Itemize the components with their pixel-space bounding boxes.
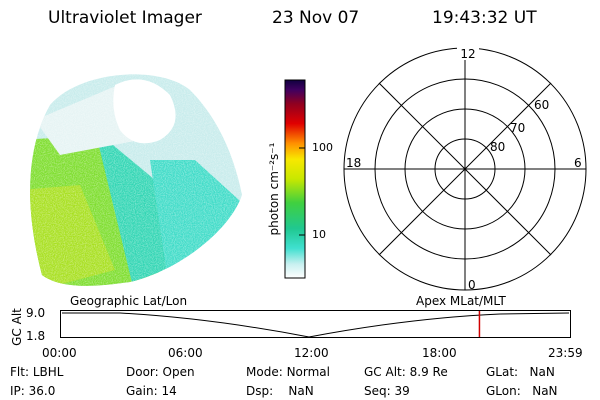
- hour-label-0: 0: [468, 278, 476, 292]
- status-dsp: Dsp: NaN: [246, 384, 314, 398]
- x-tick-00: 00:00: [42, 346, 77, 360]
- timeline-y-tick-bottom: 1.8: [26, 329, 46, 343]
- x-tick-2359: 23:59: [548, 346, 583, 360]
- polar-grid: 12 18 6 0 60 70 80: [343, 46, 587, 292]
- lat-label-80: 80: [490, 140, 505, 154]
- time-label: 19:43:32 UT: [432, 8, 537, 28]
- hour-label-12: 12: [460, 47, 475, 61]
- hour-label-6: 6: [574, 156, 582, 170]
- colorbar-unit-label: photon cm⁻²s⁻¹: [267, 142, 281, 236]
- status-glat: GLat: NaN: [486, 365, 555, 379]
- status-glon: GLon: NaN: [486, 384, 558, 398]
- status-seq: Seq: 39: [364, 384, 410, 398]
- date-label: 23 Nov 07: [272, 8, 360, 28]
- x-tick-12: 12:00: [294, 346, 329, 360]
- hour-label-18: 18: [346, 156, 361, 170]
- x-tick-18: 18:00: [422, 346, 457, 360]
- colorbar: [284, 79, 306, 279]
- status-gain: Gain: 14: [126, 384, 177, 398]
- x-tick-06: 06:00: [168, 346, 203, 360]
- status-ip: IP: 36.0: [10, 384, 56, 398]
- colorbar-tick-10: 10: [312, 228, 326, 241]
- status-door: Door: Open: [126, 365, 195, 379]
- status-flt: Flt: LBHL: [10, 365, 64, 379]
- status-gc-alt: GC Alt: 8.9 Re: [364, 365, 448, 379]
- timeline-right-label: Apex MLat/MLT: [416, 294, 506, 308]
- timeline-left-label: Geographic Lat/Lon: [70, 294, 188, 308]
- timeline-frame: [60, 310, 571, 338]
- timeline-y-axis-label: GC Alt: [10, 308, 24, 346]
- status-mode: Mode: Normal: [246, 365, 330, 379]
- instrument-title: Ultraviolet Imager: [48, 8, 202, 28]
- timeline-plot: [60, 310, 571, 338]
- auroral-image: [30, 74, 243, 286]
- colorbar-tick-100: 100: [312, 141, 333, 154]
- timeline-y-tick-top: 9.0: [26, 306, 46, 320]
- altitude-curve: [62, 312, 570, 338]
- lat-label-60: 60: [534, 98, 549, 112]
- lat-label-70: 70: [510, 121, 525, 135]
